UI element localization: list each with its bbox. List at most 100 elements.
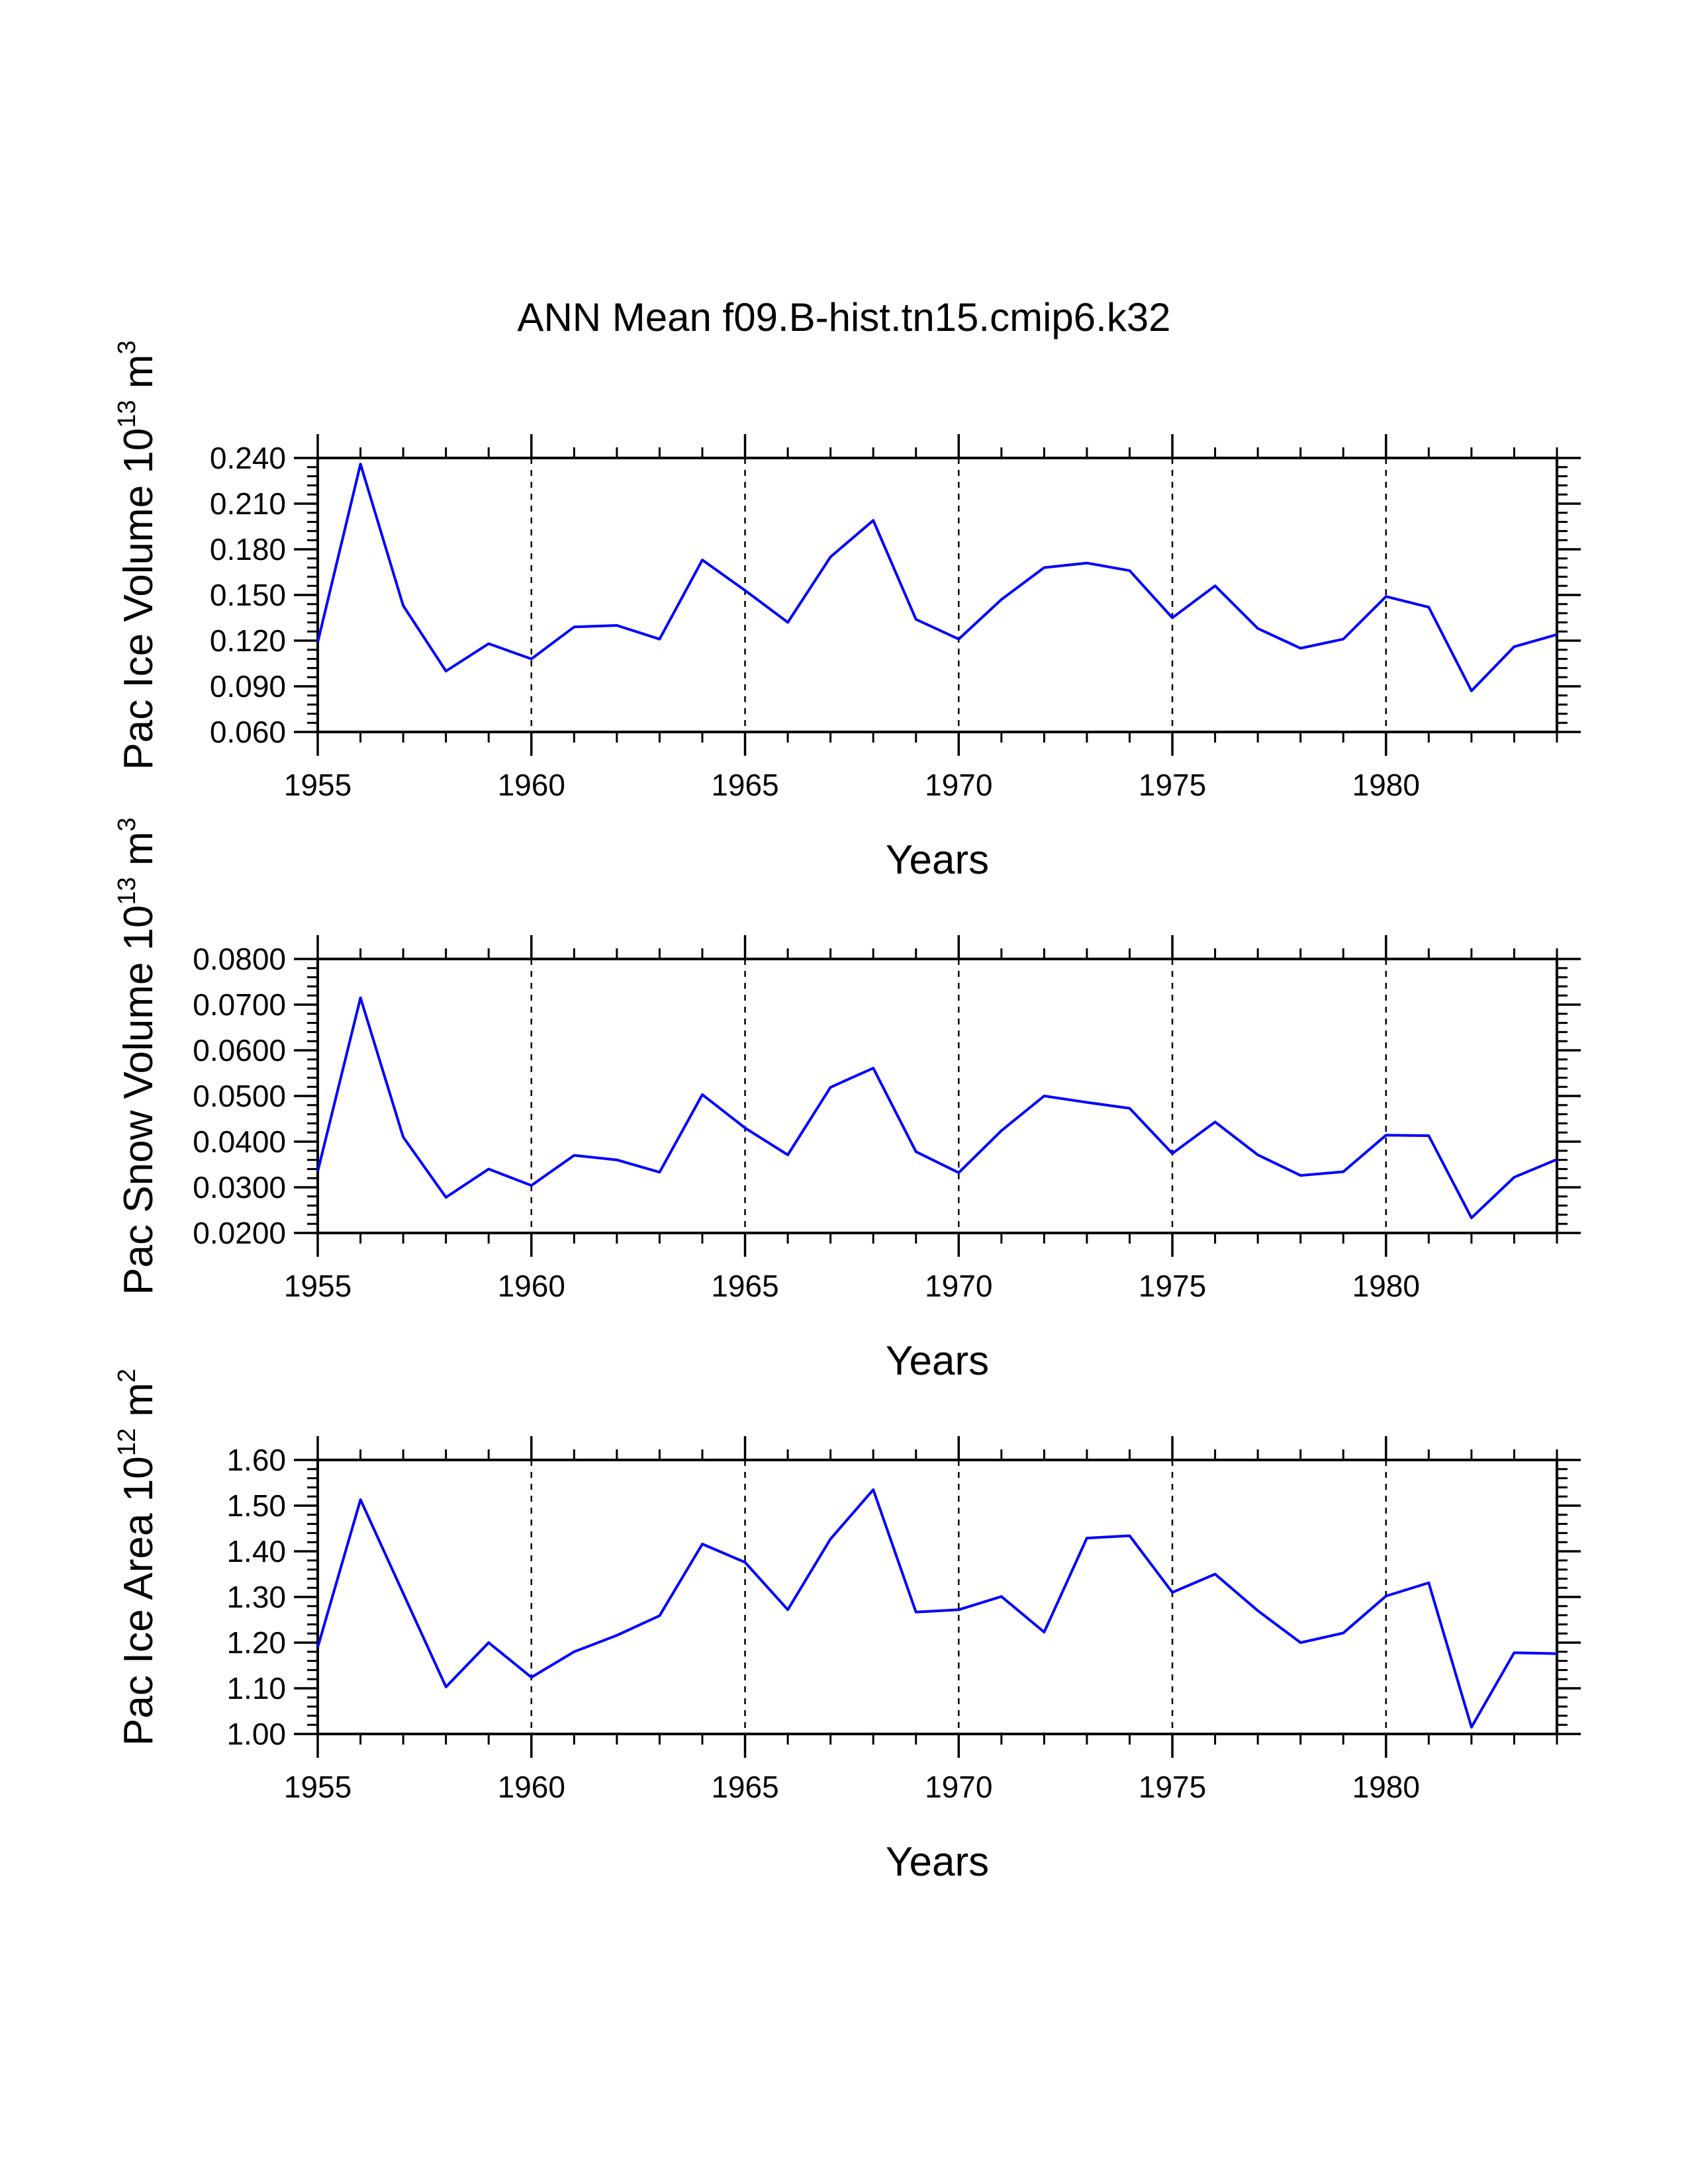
x-tick-label: 1965: [711, 1269, 778, 1303]
data-point: [1171, 1152, 1174, 1155]
x-tick-label: 1955: [284, 768, 352, 802]
data-point: [402, 1136, 404, 1138]
data-point: [1513, 645, 1515, 648]
series-line: [316, 463, 1558, 692]
data-point: [1470, 1216, 1473, 1219]
x-tick-label: 1960: [498, 1269, 565, 1303]
y-tick-label: 0.060: [210, 715, 286, 749]
data-point: [957, 1171, 960, 1174]
data-point: [530, 1184, 533, 1187]
data-point: [316, 641, 319, 643]
x-tick-label: 1975: [1139, 768, 1206, 802]
data-point: [658, 1614, 661, 1617]
data-point: [1470, 690, 1473, 692]
data-point: [487, 1641, 490, 1644]
data-point: [573, 625, 575, 628]
y-label-unit-exponent: 3: [113, 340, 141, 354]
y-tick-label: 0.0700: [193, 987, 286, 1022]
data-point: [658, 1171, 661, 1173]
chart-panel-3: 1955 1960 1965 1970 1975 1980 1.00 1.10 1.20 1.30…: [113, 1369, 1581, 1885]
y-tick-label: 0.0500: [193, 1079, 286, 1113]
data-point: [1427, 606, 1430, 608]
data-point: [1128, 569, 1131, 572]
data-point: [359, 997, 362, 999]
data-point: [1299, 1641, 1302, 1644]
data-point: [1128, 1107, 1131, 1110]
x-tick-label: 1970: [925, 768, 992, 802]
y-label-unit-exponent: 2: [113, 1369, 141, 1383]
data-point: [1385, 595, 1387, 598]
data-point: [1000, 1595, 1003, 1598]
data-point: [1385, 1134, 1387, 1136]
data-point: [1513, 1651, 1515, 1654]
y-axis-label: Pac Ice Volume 1013 m3: [113, 340, 162, 770]
x-tick-label: 1970: [925, 1770, 992, 1804]
data-point: [744, 1126, 747, 1129]
data-point: [1556, 633, 1558, 636]
chart-panels: 1955 1960 1965 1970 1975 1980 0.060 0.090 0.120 0…: [113, 340, 1581, 1885]
data-point: [616, 1634, 618, 1637]
data-point: [530, 658, 533, 660]
data-point: [872, 1488, 874, 1491]
y-tick-label: 0.120: [210, 623, 286, 658]
data-point: [1214, 1573, 1217, 1576]
y-tick-label: 0.240: [210, 441, 286, 475]
x-tick-label: 1960: [498, 1770, 565, 1804]
data-point: [445, 1686, 447, 1688]
data-point: [915, 1150, 917, 1153]
x-axis-label: Years: [886, 837, 989, 883]
x-tick-label: 1965: [711, 768, 778, 802]
data-point: [872, 519, 874, 522]
plot-frame: [316, 958, 1558, 1234]
data-point: [573, 1154, 575, 1157]
data-point: [1000, 598, 1003, 601]
x-tick-label: 1980: [1352, 1770, 1420, 1804]
x-tick-label: 1965: [711, 1770, 778, 1804]
data-point: [1385, 1595, 1387, 1598]
data-point: [1556, 1158, 1558, 1161]
data-point: [701, 559, 704, 561]
y-tick-label: 1.50: [226, 1488, 286, 1523]
chart-panel-1: 1955 1960 1965 1970 1975 1980 0.060 0.090 0.120 0…: [113, 340, 1581, 883]
y-tick-label: 0.0300: [193, 1170, 286, 1205]
series-line: [316, 1488, 1558, 1729]
data-point: [1128, 1535, 1131, 1537]
data-point: [701, 1093, 704, 1096]
data-point: [1299, 1174, 1302, 1177]
y-label-text: Pac Snow Volume 10: [116, 905, 162, 1295]
x-tick-label: 1980: [1352, 1269, 1420, 1303]
data-point: [573, 1651, 575, 1653]
x-tick-label: 1980: [1352, 768, 1420, 802]
data-point: [1214, 584, 1217, 587]
y-label-unit: m: [116, 1383, 162, 1428]
y-tick-label: 1.00: [226, 1717, 286, 1751]
data-point: [786, 1608, 789, 1611]
data-point: [829, 556, 832, 559]
y-axis-label: Pac Ice Area 1012 m2: [113, 1369, 162, 1746]
data-point: [445, 670, 447, 672]
data-point: [316, 1170, 319, 1173]
y-label-exponent: 13: [113, 400, 141, 428]
y-tick-label: 1.20: [226, 1625, 286, 1660]
y-label-unit-exponent: 3: [113, 817, 141, 831]
data-point: [1299, 647, 1302, 650]
data-point: [1256, 1610, 1259, 1612]
y-tick-label: 1.60: [226, 1443, 286, 1477]
y-axis-label: Pac Snow Volume 1013 m3: [113, 817, 162, 1295]
data-point: [1086, 1537, 1088, 1539]
data-point: [744, 589, 747, 592]
y-tick-label: 1.40: [226, 1534, 286, 1569]
data-point: [616, 624, 618, 627]
y-tick-label: 0.210: [210, 486, 286, 521]
y-label-exponent: 12: [113, 1428, 141, 1456]
data-point: [1513, 1176, 1515, 1179]
figure-title: ANN Mean f09.B-hist.tn15.cmip6.k32: [517, 295, 1170, 340]
data-point: [915, 618, 917, 621]
x-tick-label: 1975: [1139, 1269, 1206, 1303]
data-point: [957, 638, 960, 641]
x-axis-label: Years: [886, 1338, 989, 1384]
data-point: [1214, 1120, 1217, 1123]
data-point: [445, 1196, 447, 1199]
data-point: [1256, 1154, 1259, 1156]
